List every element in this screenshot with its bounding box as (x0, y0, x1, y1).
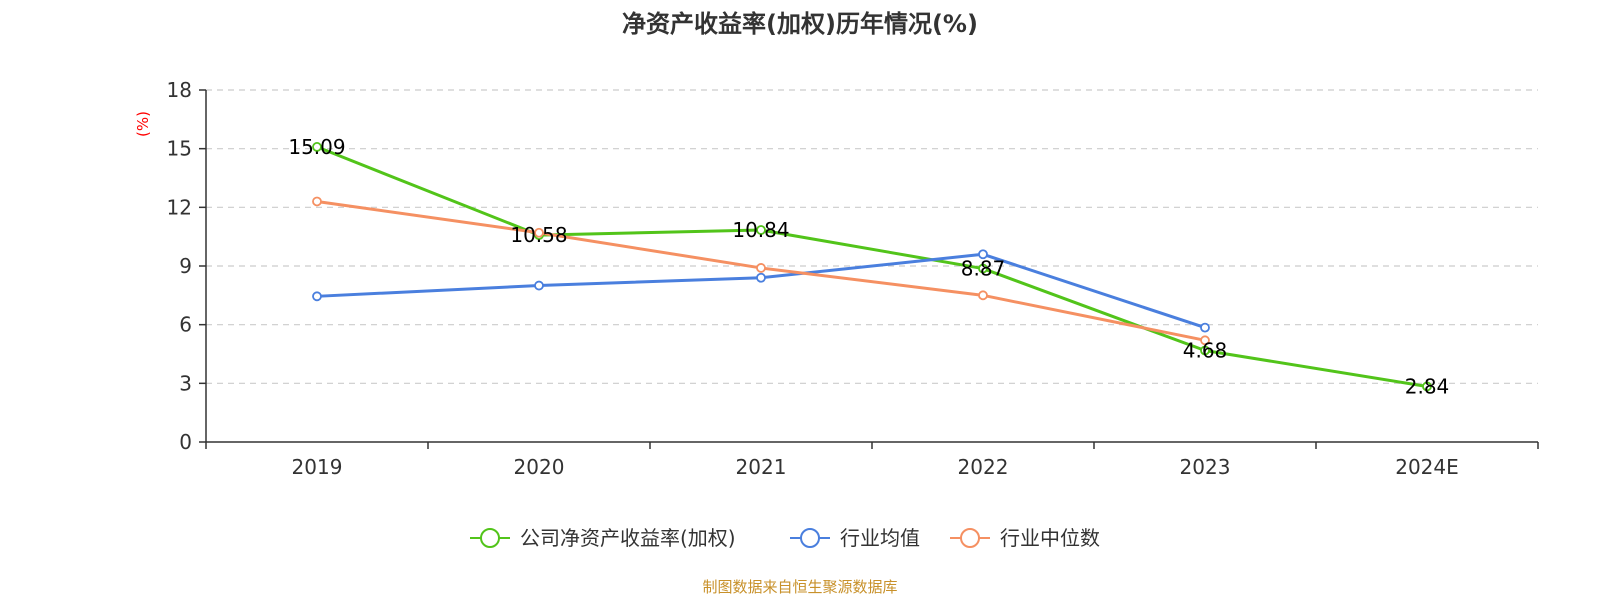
gridlines (206, 89, 1538, 384)
series-lines (312, 142, 1432, 392)
data-point (978, 290, 988, 301)
data-labels: 15.09 10.58 10.84 8.87 4.68 2.84 (288, 135, 1449, 399)
y-tick-label: 0 (179, 430, 192, 454)
series-1 (312, 249, 1210, 333)
chart-title: 净资产收益率(加权)历年情况(%) (622, 10, 978, 38)
legend-marker (480, 528, 500, 548)
y-tick-label: 9 (179, 254, 192, 278)
x-tick-label: 2021 (736, 455, 787, 479)
y-tick-label: 15 (167, 137, 192, 161)
data-point (312, 291, 322, 302)
legend-item-1[interactable]: 行业均值 (790, 526, 920, 550)
y-tick-label: 12 (167, 195, 192, 219)
legend-item-2[interactable]: 行业中位数 (950, 526, 1100, 550)
x-tick-label: 2020 (514, 455, 565, 479)
data-point (978, 263, 988, 274)
legend[interactable]: 公司净资产收益率(加权) 行业均值 行业中位数 (470, 526, 1100, 550)
data-label: 10.84 (732, 218, 789, 242)
data-point (534, 280, 544, 291)
x-tick-label: 2023 (1180, 455, 1231, 479)
data-label: 4.68 (1183, 338, 1228, 362)
y-tick-label: 6 (179, 313, 192, 337)
x-tick-label: 2019 (292, 455, 343, 479)
data-point (1200, 345, 1210, 356)
data-point (312, 142, 322, 152)
data-point (756, 225, 766, 235)
series-2 (312, 196, 1210, 346)
x-tick-label: 2022 (958, 455, 1009, 479)
data-point (1422, 381, 1432, 392)
legend-label: 行业中位数 (1000, 526, 1100, 550)
x-tick-label: 2024E (1395, 455, 1459, 479)
legend-marker (960, 528, 980, 548)
y-tick-label: 3 (179, 371, 192, 395)
series-line (316, 145, 1428, 388)
legend-marker (800, 528, 820, 548)
data-point (1200, 322, 1210, 333)
data-label: 15.09 (288, 135, 345, 159)
legend-label: 公司净资产收益率(加权) (520, 526, 736, 550)
legend-item-0[interactable]: 公司净资产收益率(加权) (470, 526, 736, 550)
y-axis-label: (%) (134, 111, 152, 137)
data-label: 8.87 (961, 257, 1006, 281)
data-point (1200, 335, 1210, 346)
data-point (756, 263, 766, 273)
y-tick-label: 18 (167, 78, 192, 102)
data-label: 10.58 (510, 223, 567, 247)
legend-label: 行业均值 (840, 526, 920, 550)
data-point (312, 196, 322, 207)
data-point (534, 227, 544, 238)
data-label: 2.84 (1405, 374, 1450, 398)
source-note: 制图数据来自恒生聚源数据库 (702, 578, 897, 596)
axes: 0 3 6 9 12 15 18 2019 2020 2021 2022 2023 2024E (167, 78, 1539, 479)
data-point (756, 272, 766, 283)
data-point (978, 249, 988, 260)
